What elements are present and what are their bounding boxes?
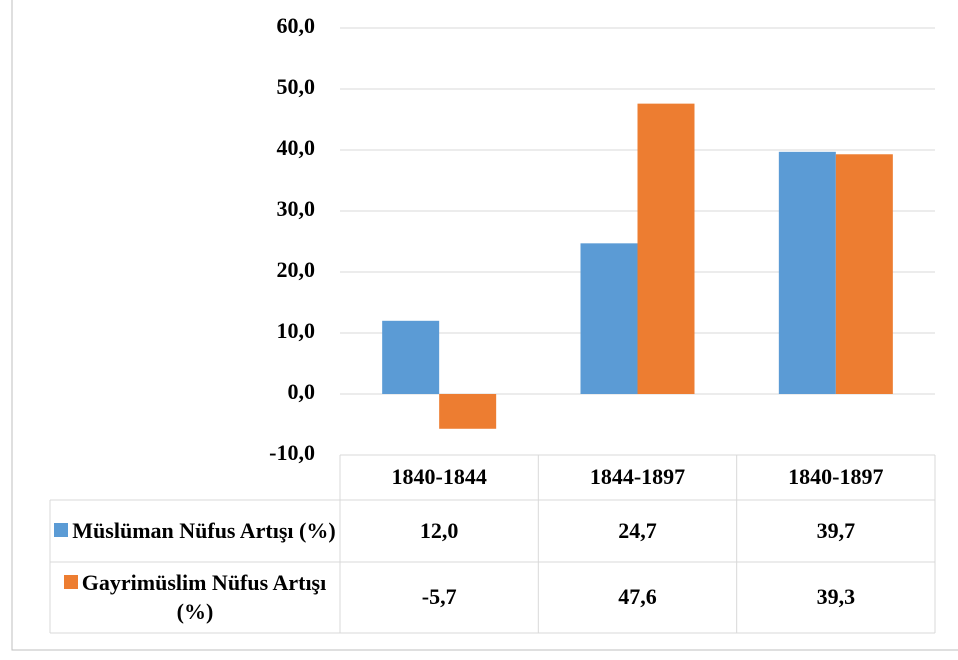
table-value: 39,3	[737, 562, 935, 633]
bar	[580, 243, 638, 394]
legend-entry: Müslüman Nüfus Artışı (%)	[50, 500, 340, 562]
bar	[382, 320, 440, 394]
table-value: 12,0	[340, 500, 538, 562]
category-label: 1840-1897	[737, 455, 935, 500]
bar	[835, 154, 893, 394]
category-label: 1844-1897	[538, 455, 736, 500]
label: 39,7	[816, 517, 856, 543]
table-value: -5,7	[340, 562, 538, 633]
y-tick-label: 10,0	[277, 318, 316, 343]
cell-text: 39,7	[817, 517, 856, 546]
bar	[439, 394, 497, 429]
cell-text: 24,7	[618, 517, 657, 546]
label: 47,6	[618, 584, 657, 610]
y-tick-label: 20,0	[277, 257, 316, 282]
cell-text: 12,0	[420, 517, 459, 546]
cell-text: -5,7	[422, 583, 457, 612]
legend-marker	[54, 522, 69, 537]
table-value: 39,7	[737, 500, 935, 562]
label: 1844-1897	[589, 464, 686, 490]
category-label: 1840-1844	[340, 455, 538, 500]
label: 24,7	[618, 517, 657, 543]
table-value: 47,6	[538, 562, 736, 633]
bar	[637, 103, 695, 394]
legend-marker	[63, 574, 78, 589]
label: 12,0	[419, 517, 459, 543]
cell-text: 1840-1844	[392, 463, 487, 492]
cell-text: 39,3	[817, 583, 856, 612]
label: -5,7	[421, 584, 457, 610]
label: Gayrimüslim Nüfus Artışı (%)	[81, 569, 327, 624]
label: 1840-1844	[391, 464, 487, 490]
y-tick-label: 60,0	[277, 13, 316, 38]
cell-text: 47,6	[618, 583, 657, 612]
frame	[11, 0, 958, 651]
table-value: 24,7	[538, 500, 736, 562]
cell-text: Gayrimüslim Nüfus Artışı (%)	[50, 569, 340, 626]
cell-text: 1840-1897	[788, 463, 883, 492]
label: 39,3	[816, 584, 856, 610]
legend-entry: Gayrimüslim Nüfus Artışı (%)	[50, 562, 340, 633]
y-tick-label: 50,0	[277, 74, 316, 99]
y-tick-label: 40,0	[277, 135, 316, 160]
y-tick-label: -10,0	[269, 440, 315, 465]
label: 1840-1897	[788, 464, 884, 490]
cell-text: 1844-1897	[590, 463, 685, 492]
y-tick-label: 30,0	[277, 196, 316, 221]
cell-text: Müslüman Nüfus Artışı (%)	[54, 517, 336, 546]
bar	[778, 151, 836, 394]
label: Müslüman Nüfus Artışı (%)	[72, 517, 336, 543]
y-tick-label: 0,0	[288, 379, 316, 404]
